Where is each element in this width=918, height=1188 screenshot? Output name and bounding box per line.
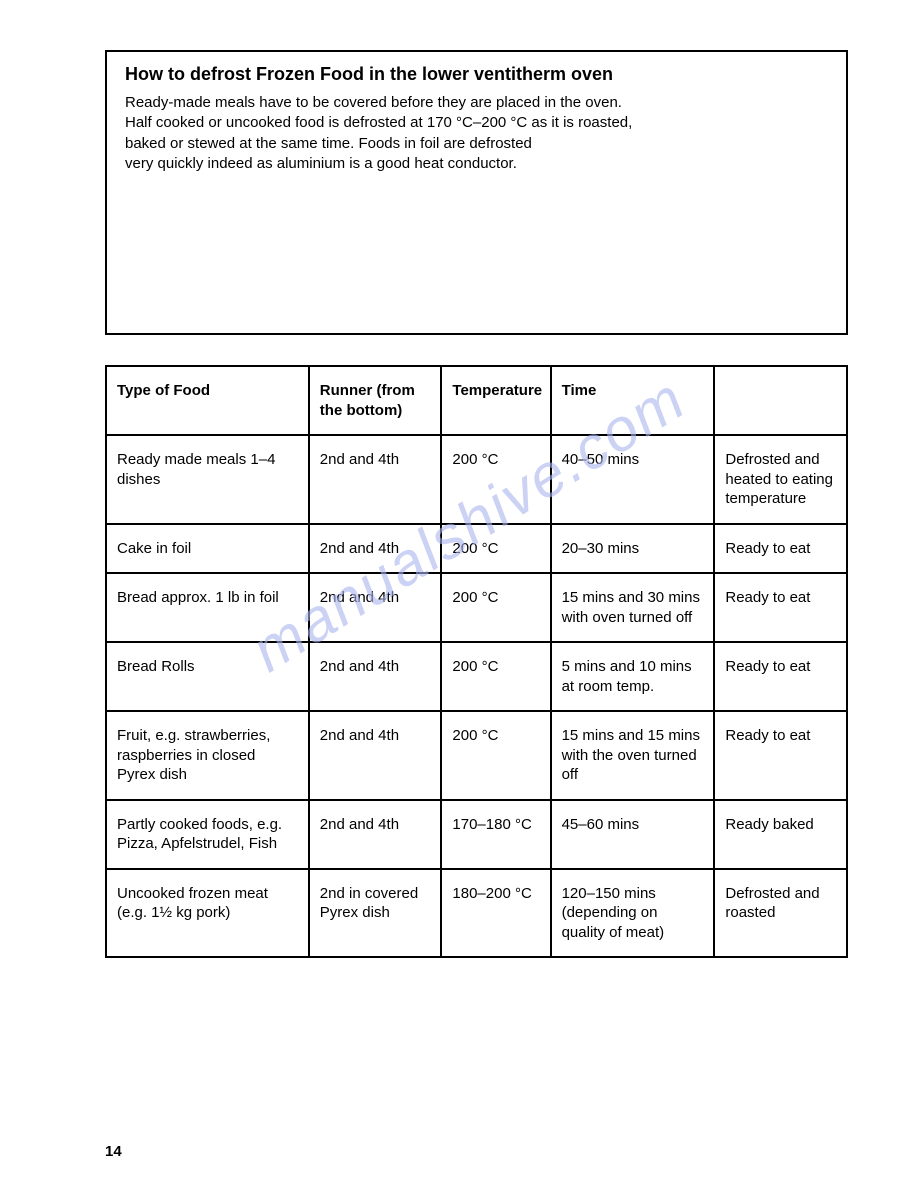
cell-food: Cake in foil [106, 524, 309, 574]
header-time: Time [551, 366, 715, 435]
info-box-body: Ready-made meals have to be covered befo… [125, 93, 828, 174]
cell-temp: 200 °C [441, 524, 550, 574]
cell-temp: 180–200 °C [441, 869, 550, 958]
cell-result: Ready to eat [714, 524, 847, 574]
table-row: Fruit, e.g. strawberries, raspberries in… [106, 711, 847, 800]
cell-food: Ready made meals 1–4 dishes [106, 435, 309, 524]
cell-result: Defrosted and heated to eating temperatu… [714, 435, 847, 524]
info-line-2: Half cooked or uncooked food is defroste… [125, 114, 632, 131]
cell-temp: 170–180 °C [441, 800, 550, 869]
defrost-table: Type of Food Runner (from the bottom) Te… [105, 365, 848, 958]
cell-food: Bread approx. 1 lb in foil [106, 573, 309, 642]
table-header-row: Type of Food Runner (from the bottom) Te… [106, 366, 847, 435]
cell-time: 5 mins and 10 mins at room temp. [551, 642, 715, 711]
cell-food: Partly cooked foods, e.g. Pizza, Apfelst… [106, 800, 309, 869]
header-temp: Temperature [441, 366, 550, 435]
cell-time: 120–150 mins (depending on quality of me… [551, 869, 715, 958]
page-content: How to defrost Frozen Food in the lower … [0, 0, 918, 998]
table-row: Cake in foil 2nd and 4th 200 °C 20–30 mi… [106, 524, 847, 574]
cell-runner: 2nd and 4th [309, 711, 442, 800]
table-row: Uncooked frozen meat (e.g. 1½ kg pork) 2… [106, 869, 847, 958]
cell-temp: 200 °C [441, 573, 550, 642]
cell-food: Uncooked frozen meat (e.g. 1½ kg pork) [106, 869, 309, 958]
cell-result: Ready to eat [714, 711, 847, 800]
cell-temp: 200 °C [441, 642, 550, 711]
table-row: Bread approx. 1 lb in foil 2nd and 4th 2… [106, 573, 847, 642]
cell-food: Fruit, e.g. strawberries, raspberries in… [106, 711, 309, 800]
cell-time: 15 mins and 15 mins with the oven turned… [551, 711, 715, 800]
info-line-4: very quickly indeed as aluminium is a go… [125, 155, 517, 172]
info-line-1: Ready-made meals have to be covered befo… [125, 94, 622, 111]
cell-food: Bread Rolls [106, 642, 309, 711]
cell-time: 20–30 mins [551, 524, 715, 574]
header-food: Type of Food [106, 366, 309, 435]
info-box-title: How to defrost Frozen Food in the lower … [125, 64, 828, 85]
table-row: Partly cooked foods, e.g. Pizza, Apfelst… [106, 800, 847, 869]
cell-result: Ready to eat [714, 642, 847, 711]
cell-result: Defrosted and roasted [714, 869, 847, 958]
cell-runner: 2nd and 4th [309, 642, 442, 711]
cell-temp: 200 °C [441, 435, 550, 524]
cell-runner: 2nd and 4th [309, 435, 442, 524]
table-row: Ready made meals 1–4 dishes 2nd and 4th … [106, 435, 847, 524]
info-line-3: baked or stewed at the same time. Foods … [125, 135, 532, 152]
cell-runner: 2nd and 4th [309, 800, 442, 869]
header-result [714, 366, 847, 435]
cell-runner: 2nd and 4th [309, 573, 442, 642]
table-row: Bread Rolls 2nd and 4th 200 °C 5 mins an… [106, 642, 847, 711]
cell-time: 15 mins and 30 mins with oven turned off [551, 573, 715, 642]
cell-time: 40–50 mins [551, 435, 715, 524]
cell-runner: 2nd and 4th [309, 524, 442, 574]
cell-result: Ready baked [714, 800, 847, 869]
cell-time: 45–60 mins [551, 800, 715, 869]
cell-runner: 2nd in covered Pyrex dish [309, 869, 442, 958]
cell-result: Ready to eat [714, 573, 847, 642]
cell-temp: 200 °C [441, 711, 550, 800]
page-number: 14 [105, 1143, 122, 1160]
info-box: How to defrost Frozen Food in the lower … [105, 50, 848, 335]
header-runner: Runner (from the bottom) [309, 366, 442, 435]
